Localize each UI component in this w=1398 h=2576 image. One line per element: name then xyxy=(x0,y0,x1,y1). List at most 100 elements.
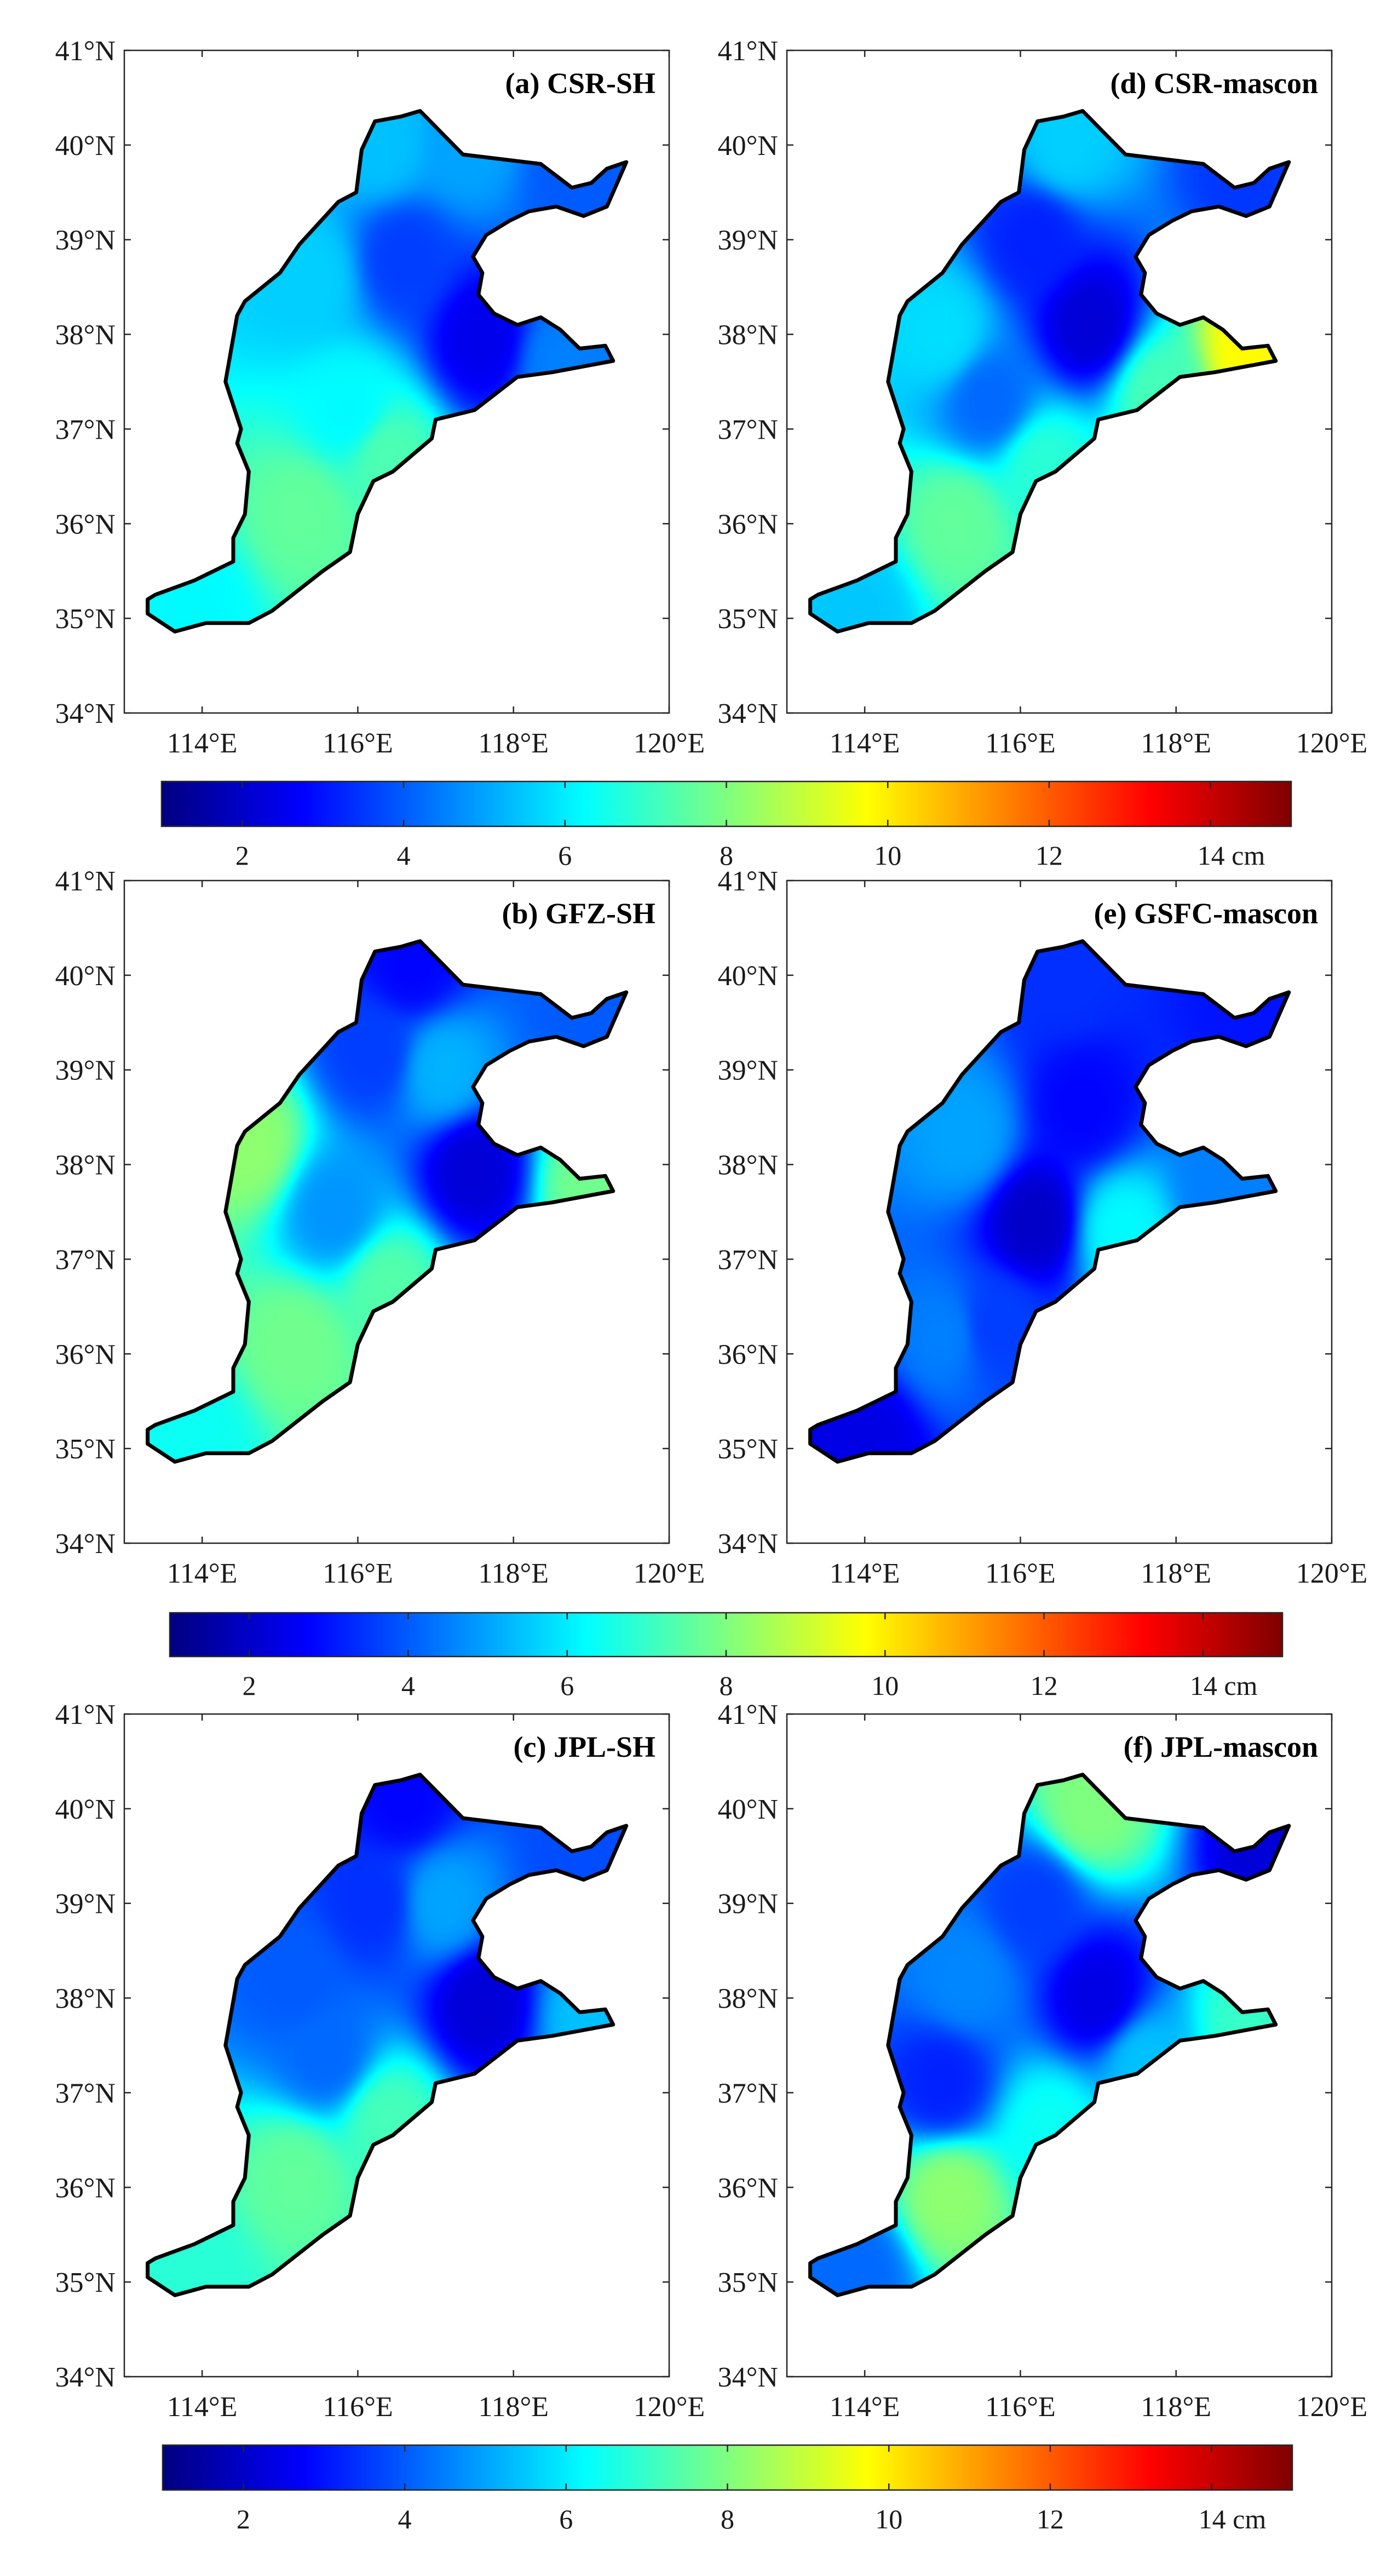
x-tick-label: 116°E xyxy=(323,1558,393,1589)
panel-title: (c) JPL-SH xyxy=(514,1730,655,1763)
y-tick-label: 40°N xyxy=(718,1794,778,1825)
y-tick-label: 36°N xyxy=(718,2172,778,2204)
y-tick-label: 41°N xyxy=(55,1699,116,1730)
region-boundary xyxy=(146,109,629,634)
x-tick-label: 114°E xyxy=(830,2391,900,2423)
y-tick-label: 36°N xyxy=(718,1339,778,1370)
x-tick-label: 114°E xyxy=(830,1558,900,1589)
x-tick-label: 116°E xyxy=(985,2391,1056,2423)
y-tick-label: 39°N xyxy=(55,1889,116,1920)
y-tick-label: 38°N xyxy=(55,320,116,351)
panel-d: 114°E 116°E 118°E 120°E 34°N 35°N 36°N 37°N 38°N… xyxy=(718,36,1368,759)
heatmap-field xyxy=(147,1774,626,2296)
colorbar-tick-label: 4 xyxy=(398,2504,412,2534)
colorbar-tick-label: 2 xyxy=(243,1670,256,1701)
axes-box xyxy=(786,879,1333,1544)
y-tick-label: 35°N xyxy=(718,2267,778,2298)
axes-box xyxy=(786,1713,1333,2378)
colorbar-gradient xyxy=(160,780,1292,827)
colorbar-tick-label: 12 xyxy=(1035,840,1063,871)
y-tick-label: 41°N xyxy=(55,36,116,67)
region-boundary xyxy=(808,939,1291,1464)
colorbar-tick-label: 4 xyxy=(397,840,411,871)
x-tick-label: 120°E xyxy=(634,2391,705,2423)
panel-title: (b) GFZ-SH xyxy=(502,897,655,930)
y-tick-label: 37°N xyxy=(55,414,116,445)
y-tick-label: 34°N xyxy=(55,698,116,729)
colorbar-tick-label: 6 xyxy=(559,2504,573,2534)
y-tick-label: 39°N xyxy=(55,225,116,256)
colorbar-tick-label: 2 xyxy=(235,840,249,871)
colorbar-tick-label: 8 xyxy=(720,1670,733,1701)
y-tick-label: 40°N xyxy=(718,961,778,992)
colorbar-gradient xyxy=(169,1612,1284,1658)
y-tick-label: 37°N xyxy=(718,2078,778,2109)
panel-title: (a) CSR-SH xyxy=(505,67,655,100)
heatmap-field xyxy=(810,111,1289,632)
panel-title: (e) GSFC-mascon xyxy=(1094,897,1318,930)
y-tick-label: 39°N xyxy=(718,1889,778,1920)
y-tick-label: 41°N xyxy=(718,36,778,67)
y-tick-label: 37°N xyxy=(718,1244,778,1275)
y-tick-label: 36°N xyxy=(55,1339,116,1370)
heatmap-field xyxy=(810,941,1289,1462)
y-tick-label: 38°N xyxy=(718,1150,778,1181)
x-tick-label: 118°E xyxy=(1141,1558,1211,1589)
x-tick-label: 114°E xyxy=(167,1558,238,1589)
y-tick-label: 40°N xyxy=(718,130,778,162)
y-tick-label: 40°N xyxy=(55,130,116,162)
colorbar-gradient xyxy=(162,2444,1293,2491)
colorbar-tick-label: 6 xyxy=(560,1670,574,1701)
x-tick-label: 118°E xyxy=(478,728,549,759)
y-tick-label: 41°N xyxy=(718,1699,778,1730)
x-tick-label: 114°E xyxy=(167,728,238,759)
x-tick-label: 120°E xyxy=(1296,728,1368,759)
colorbar-tick-label: 10 xyxy=(874,840,901,871)
colorbar-tick-label: 10 xyxy=(875,2504,902,2534)
colorbar-tick-label: 14 cm xyxy=(1199,2504,1267,2534)
y-tick-label: 39°N xyxy=(718,1055,778,1086)
x-tick-label: 116°E xyxy=(323,728,393,759)
x-tick-label: 120°E xyxy=(1296,1558,1368,1589)
panel-f: 114°E 116°E 118°E 120°E 34°N 35°N 36°N 37°N 38°N… xyxy=(718,1699,1368,2423)
colorbar-tick-label: 4 xyxy=(401,1670,415,1701)
y-tick-label: 41°N xyxy=(718,866,778,897)
colorbar-tick-label: 8 xyxy=(721,2504,734,2534)
colorbar: 2 4 6 8 10 12 14 cm xyxy=(169,1612,1284,1701)
axes-box xyxy=(786,49,1333,714)
colorbar-tick-label: 6 xyxy=(558,840,572,871)
y-tick-label: 37°N xyxy=(718,414,778,445)
region-boundary xyxy=(808,109,1291,634)
y-tick-label: 36°N xyxy=(55,2172,116,2204)
region-boundary xyxy=(808,1773,1291,2297)
y-tick-label: 38°N xyxy=(55,1983,116,2015)
axes-box xyxy=(123,49,670,714)
panel-e: 114°E 116°E 118°E 120°E 34°N 35°N 36°N 37°N 38°N… xyxy=(718,866,1368,1589)
axes-box xyxy=(123,879,670,1544)
panel-a: 114°E 116°E 118°E 120°E 34°N 35°N 36°N 37°N 38°N… xyxy=(55,36,705,759)
y-tick-label: 35°N xyxy=(55,603,116,635)
colorbar-tick-label: 14 cm xyxy=(1190,1670,1258,1701)
y-tick-label: 34°N xyxy=(718,2362,778,2393)
heatmap-field xyxy=(810,1774,1289,2296)
colorbar-tick-label: 12 xyxy=(1037,2504,1064,2534)
y-tick-label: 40°N xyxy=(55,1794,116,1825)
x-tick-label: 118°E xyxy=(478,1558,549,1589)
y-tick-label: 35°N xyxy=(718,1434,778,1465)
y-tick-label: 34°N xyxy=(718,1528,778,1560)
y-tick-label: 34°N xyxy=(718,698,778,729)
panel-b: 114°E 116°E 118°E 120°E 34°N 35°N 36°N 37°N 38°N… xyxy=(55,866,705,1589)
y-tick-label: 38°N xyxy=(718,1983,778,2015)
x-tick-label: 118°E xyxy=(1141,2391,1211,2423)
x-tick-label: 118°E xyxy=(478,2391,549,2423)
y-tick-label: 39°N xyxy=(55,1055,116,1086)
y-tick-label: 38°N xyxy=(718,320,778,351)
y-tick-label: 36°N xyxy=(718,509,778,540)
colorbar-tick-label: 12 xyxy=(1031,1670,1058,1701)
y-tick-label: 37°N xyxy=(55,2078,116,2109)
y-tick-label: 38°N xyxy=(55,1150,116,1181)
colorbar: 2 4 6 8 10 12 14 cm xyxy=(160,780,1292,871)
y-tick-label: 34°N xyxy=(55,2362,116,2393)
panel-title: (f) JPL-mascon xyxy=(1124,1730,1318,1763)
